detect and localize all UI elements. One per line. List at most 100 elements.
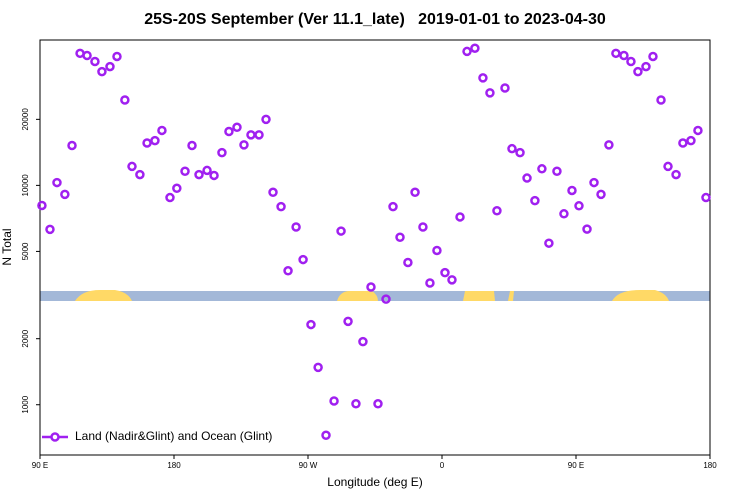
y-tick-label: 2000 bbox=[21, 329, 30, 347]
point bbox=[537, 164, 547, 174]
point bbox=[515, 147, 525, 158]
point bbox=[120, 95, 130, 105]
y-axis-label: N Total bbox=[0, 228, 14, 265]
point bbox=[105, 61, 115, 72]
point bbox=[321, 430, 331, 440]
point bbox=[172, 183, 182, 194]
x-tick-label: 90 E bbox=[32, 461, 48, 470]
point bbox=[388, 201, 398, 212]
point bbox=[596, 189, 606, 200]
point bbox=[395, 232, 405, 243]
point bbox=[224, 126, 234, 137]
plot-frame bbox=[39, 39, 711, 456]
point bbox=[589, 177, 599, 188]
point bbox=[701, 192, 711, 203]
point bbox=[648, 51, 658, 62]
point bbox=[611, 48, 621, 59]
point bbox=[447, 275, 457, 285]
point bbox=[232, 122, 242, 133]
point bbox=[381, 294, 391, 304]
chart-title: 25S-20S September (Ver 11.1_late) 2019-0… bbox=[144, 11, 606, 28]
point bbox=[336, 226, 346, 236]
point bbox=[604, 140, 614, 150]
point bbox=[432, 245, 442, 256]
x-tick-label: 90 E bbox=[568, 461, 584, 470]
point bbox=[194, 169, 204, 180]
point bbox=[351, 399, 361, 409]
point bbox=[373, 399, 383, 409]
point bbox=[492, 206, 502, 216]
point bbox=[686, 135, 696, 146]
point bbox=[254, 130, 264, 140]
point bbox=[626, 56, 636, 67]
point bbox=[366, 282, 376, 292]
point bbox=[418, 222, 428, 232]
point bbox=[127, 161, 137, 172]
point bbox=[268, 187, 278, 198]
x-tick-label: 90 W bbox=[299, 461, 318, 470]
point bbox=[403, 257, 413, 268]
y-tick-label: 20000 bbox=[21, 108, 30, 131]
point bbox=[202, 165, 212, 176]
point bbox=[656, 95, 666, 105]
point bbox=[45, 224, 55, 235]
point bbox=[276, 201, 286, 212]
point bbox=[329, 396, 339, 406]
point bbox=[112, 51, 122, 62]
point bbox=[500, 83, 510, 93]
point bbox=[150, 135, 160, 146]
point bbox=[544, 238, 554, 248]
point bbox=[663, 161, 673, 172]
point bbox=[440, 267, 450, 278]
point bbox=[410, 187, 420, 198]
point bbox=[693, 125, 703, 136]
point bbox=[67, 140, 77, 151]
x-tick-label: 180 bbox=[167, 461, 181, 470]
point bbox=[157, 125, 167, 136]
x-axis-label: Longitude (deg E) bbox=[327, 475, 422, 489]
point bbox=[470, 43, 480, 53]
y-tick-label: 10000 bbox=[21, 174, 30, 197]
point bbox=[239, 140, 249, 150]
point bbox=[165, 192, 175, 203]
point bbox=[530, 195, 540, 206]
point bbox=[261, 114, 271, 125]
x-tick-label: 180 bbox=[703, 461, 717, 470]
point bbox=[633, 66, 643, 77]
point bbox=[37, 200, 47, 211]
point bbox=[559, 209, 569, 219]
point bbox=[135, 169, 145, 180]
land-ocean-strip bbox=[40, 290, 710, 301]
point bbox=[52, 177, 62, 188]
point bbox=[678, 138, 688, 148]
point bbox=[217, 147, 227, 158]
point bbox=[574, 201, 584, 211]
point bbox=[60, 189, 70, 200]
legend-label: Land (Nadir&Glint) and Ocean (Glint) bbox=[75, 429, 272, 443]
point bbox=[180, 166, 190, 176]
point bbox=[619, 50, 629, 61]
point bbox=[142, 138, 152, 148]
point bbox=[567, 185, 577, 196]
point bbox=[478, 73, 488, 83]
y-tick-label: 1000 bbox=[21, 395, 30, 413]
point bbox=[283, 266, 293, 276]
point bbox=[97, 66, 107, 77]
point bbox=[306, 319, 316, 330]
y-tick-label: 5000 bbox=[21, 242, 30, 260]
point bbox=[641, 61, 651, 72]
point bbox=[343, 316, 353, 327]
legend-marker bbox=[50, 432, 60, 442]
point bbox=[291, 222, 301, 232]
point bbox=[507, 143, 517, 154]
point bbox=[522, 173, 532, 183]
point bbox=[246, 130, 256, 140]
point bbox=[358, 336, 368, 347]
point bbox=[455, 212, 465, 222]
point bbox=[425, 278, 435, 288]
point bbox=[187, 140, 197, 151]
point bbox=[552, 166, 562, 176]
x-tick-label: 0 bbox=[440, 461, 445, 470]
point bbox=[582, 224, 592, 234]
